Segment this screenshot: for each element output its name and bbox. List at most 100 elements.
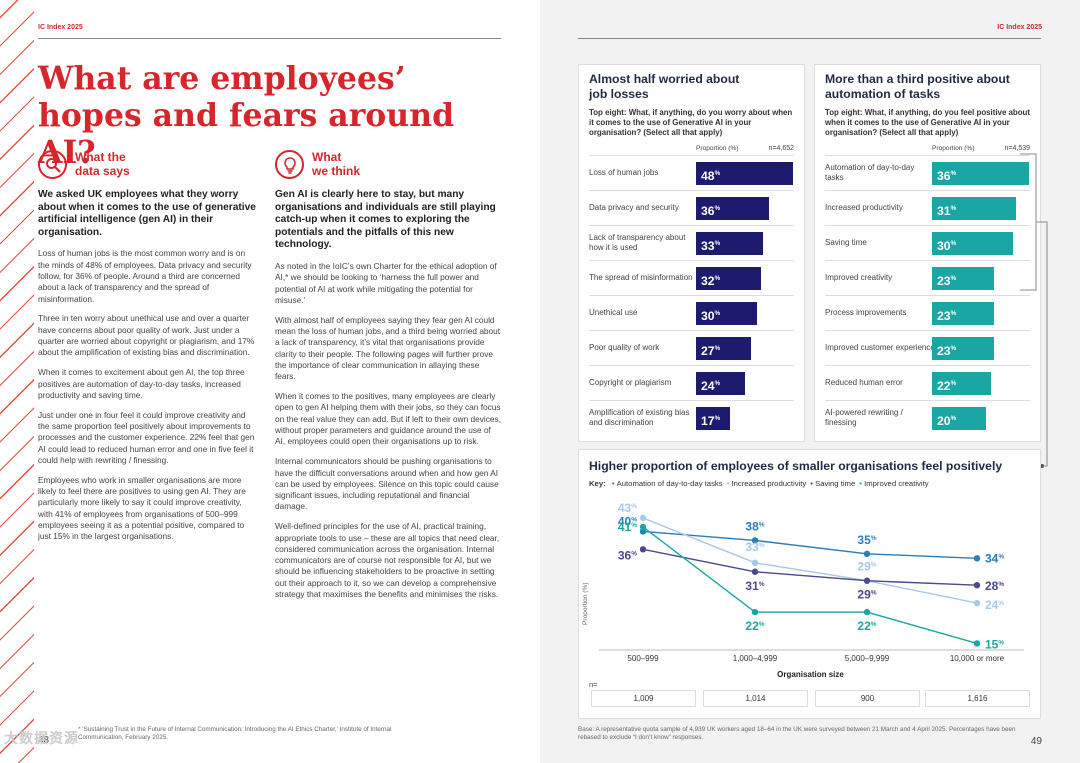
series-point bbox=[973, 640, 981, 647]
series-value-label: 29% bbox=[857, 588, 876, 602]
we-think-title: What we think bbox=[312, 150, 360, 178]
series-value-suffix: % bbox=[759, 621, 765, 628]
positive-bar-label: Process improvements bbox=[825, 308, 907, 318]
positive-bar-suffix: % bbox=[950, 170, 957, 177]
worry-bar-suffix: % bbox=[714, 205, 721, 212]
positive-bar-row: Process improvements 23% bbox=[825, 295, 1030, 330]
we-think-paragraph: Internal communicators should be pushing… bbox=[275, 456, 499, 512]
worry-chart-panel: Almost half worried about job losses Top… bbox=[578, 64, 805, 442]
positive-bar-label: Increased productivity bbox=[825, 203, 903, 213]
series-value-label: 34% bbox=[985, 551, 1004, 565]
positive-bar-value: 22 bbox=[937, 379, 951, 394]
we-think-lead: Gen AI is clearly here to stay, but many… bbox=[275, 189, 496, 251]
worry-bar-row: Lack of transparency about how it is use… bbox=[589, 225, 794, 260]
worry-bar-suffix: % bbox=[714, 345, 721, 352]
series-value-label: 35% bbox=[857, 533, 876, 547]
series-value-suffix: % bbox=[631, 503, 637, 510]
worry-bar: 48% bbox=[696, 162, 793, 185]
series-value-label: 24% bbox=[985, 598, 1004, 612]
worry-bar-suffix: % bbox=[714, 170, 721, 177]
we-think-column: What we think Gen AI is clearly here to … bbox=[275, 150, 501, 609]
page-number-right: 49 bbox=[1030, 736, 1042, 747]
trend-chart-svg: 40% 38%35%34%43%33%29%24%36%31%29%28%41%2… bbox=[599, 501, 1024, 651]
data-says-paragraph: Three in ten worry about unethical use a… bbox=[38, 313, 255, 358]
series-point bbox=[863, 577, 871, 584]
positive-bar-value: 30 bbox=[937, 239, 951, 254]
series-value-suffix: % bbox=[998, 553, 1004, 560]
header-rule-left bbox=[38, 38, 501, 39]
worry-axis-label: Proportion (%) bbox=[696, 145, 739, 152]
positive-bar-row: Automation of day-to-day tasks 36% bbox=[825, 155, 1030, 190]
legend-item: • Automation of day-to-day tasks bbox=[612, 479, 723, 488]
positive-bar-label: Improved creativity bbox=[825, 273, 893, 283]
series-value-suffix: % bbox=[871, 562, 877, 569]
legend-dot-icon: • bbox=[611, 479, 617, 488]
series-value-label: 36% bbox=[618, 548, 637, 562]
positive-chart-question: Top eight: What, if anything, do you fee… bbox=[825, 108, 1031, 137]
data-says-title-line2: data says bbox=[75, 164, 130, 178]
worry-bar: 27% bbox=[696, 337, 751, 360]
series-point bbox=[639, 514, 647, 522]
worry-bar: 24% bbox=[696, 372, 745, 395]
worry-bar-row: Amplification of existing bias and discr… bbox=[589, 400, 794, 435]
worry-chart-question: Top eight: What, if anything, do you wor… bbox=[589, 108, 793, 137]
worry-bar-suffix: % bbox=[714, 415, 721, 422]
series-line bbox=[642, 526, 978, 645]
header-tag-left: IC Index 2025 bbox=[38, 24, 83, 31]
series-value-label: 31% bbox=[745, 579, 764, 593]
worry-bar-suffix: % bbox=[714, 380, 721, 387]
trend-x-axis-label: Organisation size bbox=[777, 670, 844, 679]
worry-bar-row: Loss of human jobs 48% bbox=[589, 155, 794, 190]
positive-bar-suffix: % bbox=[950, 380, 957, 387]
positive-bar: 31% bbox=[932, 197, 1016, 220]
positive-bar-row: Improved creativity 23% bbox=[825, 260, 1030, 295]
worry-bar-value: 48 bbox=[701, 169, 715, 184]
data-says-paragraph: When it comes to excitement about gen AI… bbox=[38, 367, 245, 400]
worry-bar-row: Copyright or plagiarism 24% bbox=[589, 365, 794, 400]
data-says-title: What the data says bbox=[75, 150, 130, 178]
series-value-suffix: % bbox=[871, 535, 877, 542]
positive-bar-suffix: % bbox=[950, 310, 957, 317]
connector-bracket bbox=[1020, 153, 1048, 468]
we-think-heading: What we think bbox=[275, 150, 501, 179]
we-think-title-line2: we think bbox=[312, 164, 361, 178]
data-says-paragraph: Employees who work in smaller organisati… bbox=[38, 474, 246, 542]
series-point bbox=[639, 546, 647, 553]
series-value-suffix: % bbox=[998, 639, 1004, 646]
worry-bar-suffix: % bbox=[714, 240, 721, 247]
positive-bar: 36% bbox=[932, 162, 1029, 185]
positive-axis-label: Proportion (%) bbox=[932, 145, 975, 152]
data-says-column: What the data says We asked UK employees… bbox=[38, 150, 258, 551]
base-note: Base: A representative quota sample of 4… bbox=[578, 726, 1016, 742]
header-tag-right: IC Index 2025 bbox=[997, 24, 1042, 31]
n-value-cell: 1,009 bbox=[591, 690, 696, 707]
worry-bar-value: 32 bbox=[701, 274, 715, 289]
series-point bbox=[751, 537, 759, 544]
series-value-suffix: % bbox=[871, 621, 877, 628]
x-tick-label: 1,000–4,999 bbox=[732, 654, 778, 663]
series-value-suffix: % bbox=[759, 521, 765, 528]
series-value-suffix: % bbox=[631, 516, 637, 523]
positive-bar-value: 31 bbox=[937, 204, 951, 219]
watermark-logo: 大数据资源 bbox=[4, 730, 79, 746]
positive-bar-row: AI-powered rewriting / finessing 20% bbox=[825, 400, 1030, 435]
series-point bbox=[751, 559, 759, 566]
worry-bar-label: Lack of transparency about how it is use… bbox=[589, 233, 686, 252]
series-value-label: 22% bbox=[857, 619, 876, 633]
series-point bbox=[863, 608, 871, 616]
worry-bar-value: 33 bbox=[701, 239, 715, 254]
worry-bar-label: Loss of human jobs bbox=[589, 168, 659, 178]
series-point bbox=[751, 608, 759, 616]
worry-bar-label: Data privacy and security bbox=[589, 203, 679, 213]
worry-bar-value: 30 bbox=[701, 309, 715, 324]
positive-bar-suffix: % bbox=[950, 415, 957, 422]
worry-bar: 36% bbox=[696, 197, 769, 220]
legend-dot-icon: • bbox=[810, 479, 816, 488]
positive-bar-label: Improved customer experience bbox=[825, 343, 935, 353]
positive-bar-label: Automation of day-to-day tasks bbox=[825, 163, 915, 182]
positive-bar-value: 23 bbox=[937, 344, 951, 359]
trend-chart-panel: Higher proportion of employees of smalle… bbox=[578, 449, 1041, 719]
lightbulb-icon bbox=[275, 150, 304, 179]
series-value-suffix: % bbox=[759, 581, 765, 588]
series-value-suffix: % bbox=[631, 522, 637, 529]
